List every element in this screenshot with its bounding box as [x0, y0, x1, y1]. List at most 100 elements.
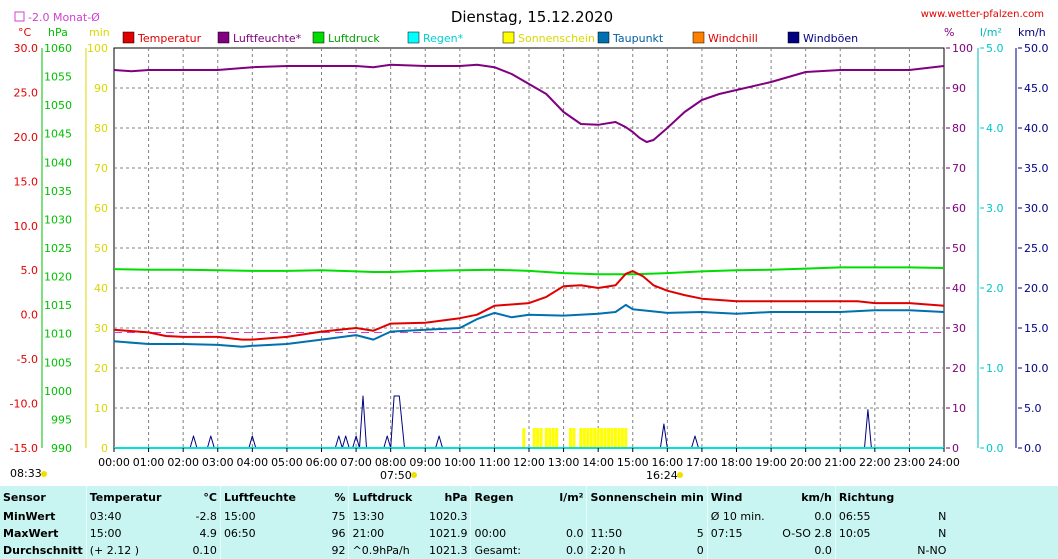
stats-table: Sensor Temperatur °C Luftfeuchte % Luftd…: [0, 486, 950, 559]
cell-sun-val: [658, 508, 707, 525]
pressure-axis-label: 1030: [44, 213, 72, 226]
rain-axis-label: 4.0: [986, 122, 1004, 135]
temp-axis-label: 25.0: [14, 86, 39, 99]
cell-temp-time: 15:00: [85, 525, 165, 542]
pressure-axis-label: 1060: [44, 42, 72, 55]
sunshine-bar: [555, 428, 559, 448]
cell-hum-val: 75: [331, 510, 346, 523]
plot-grid: [113, 47, 945, 449]
pressure-axis-label: 1005: [44, 356, 72, 369]
rain-axis-label: 5.0: [986, 42, 1004, 55]
sunset-time: 16:24: [646, 469, 678, 482]
stats-panel: Sensor Temperatur °C Luftfeuchte % Luftd…: [0, 486, 1058, 559]
sunshine-bar: [620, 428, 624, 448]
cell-rain-time: 00:00: [470, 525, 541, 542]
x-tick-label: 10:00: [444, 456, 476, 469]
month-avg-swatch: [14, 11, 25, 22]
sunrise-time: 07:50: [380, 469, 412, 482]
pressure-axis-label: 1045: [44, 128, 72, 141]
temp-axis-label: -15.0: [10, 442, 38, 455]
x-tick-label: 02:00: [167, 456, 199, 469]
cell-wind-val: 0.0: [814, 510, 832, 523]
hdr-rain: Regen: [470, 486, 541, 508]
unit-pressure: hPa: [48, 26, 68, 39]
row-label: MinWert: [3, 510, 56, 523]
wind-axis-label: 25.0: [1024, 242, 1049, 255]
temp-axis-label: 0.0: [21, 309, 39, 322]
x-tick-label: 08:00: [375, 456, 407, 469]
legend-windchill: Windchill: [692, 31, 758, 45]
cell-press-time: 21:00: [348, 525, 425, 542]
wind-axis-label: 20.0: [1024, 282, 1049, 295]
cell-hum-val: 92: [331, 544, 346, 557]
hdr-hum: Luftfeuchte: [219, 486, 299, 508]
cell-hum-val: 96: [331, 527, 346, 540]
x-tick-label: 04:00: [236, 456, 268, 469]
hdr-rain-unit: l/m²: [559, 490, 584, 504]
cell-hum-time: [219, 542, 299, 559]
cell-rain-time: Gesamt:: [470, 542, 541, 559]
temp-axis-label: 20.0: [14, 131, 39, 144]
cell-wind-time: Ø 10 min.: [706, 508, 780, 525]
cell-wind-val: O-SO 2.8: [782, 527, 832, 540]
sunshine-bar: [544, 428, 548, 448]
humidity-axis-label: 90: [952, 82, 966, 95]
sunshine-bar: [539, 428, 543, 448]
legend-luftfeuchte: Luftfeuchte*: [217, 31, 302, 45]
legend-windboeen: Windböen: [787, 31, 858, 45]
x-tick-label: 11:00: [479, 456, 511, 469]
corner-sun-icon: [41, 471, 47, 477]
chart-title: Dienstag, 15.12.2020: [451, 8, 613, 26]
sunshine-bar: [596, 428, 600, 448]
x-tick-label: 22:00: [859, 456, 891, 469]
x-tick-label: 24:00: [928, 456, 960, 469]
pressure-axis-label: 1035: [44, 185, 72, 198]
cell-hum-time: 06:50: [219, 525, 299, 542]
temp-axis-label: 10.0: [14, 220, 39, 233]
minutes-axis-label: 100: [87, 42, 108, 55]
humidity-axis-label: 50: [952, 242, 966, 255]
minutes-axis-label: 10: [94, 402, 108, 415]
site-link[interactable]: www.wetter-pfalzen.com: [921, 9, 1044, 20]
sunshine-bar: [607, 428, 611, 448]
x-tick-label: 18:00: [721, 456, 753, 469]
cell-press-val: 1021.9: [428, 527, 468, 540]
minutes-axis-label: 0: [101, 442, 108, 455]
minutes-axis-label: 60: [94, 202, 108, 215]
month-avg-label: -2.0 Monat-Ø: [28, 11, 100, 24]
series-pressure: [113, 266, 945, 276]
cell-rain-val: [541, 508, 587, 525]
site-link-text[interactable]: www.wetter-pfalzen.com: [921, 9, 1044, 20]
x-tick-label: 07:00: [340, 456, 372, 469]
stats-row-avg: Durchschnitt (+ 2.12 ) 0.10 92 ^0.9hPa/h…: [0, 542, 949, 559]
x-tick-label: 01:00: [133, 456, 165, 469]
cell-dir-time: 06:55: [834, 508, 906, 525]
humidity-axis-label: 0: [952, 442, 959, 455]
unit-temp: °C: [18, 26, 32, 39]
cell-temp-val: 0.10: [192, 544, 217, 557]
unit-minutes: min: [89, 26, 110, 39]
sunshine-bar: [624, 428, 628, 448]
cell-dir-time: [834, 542, 906, 559]
row-label: Durchschnitt: [3, 544, 83, 557]
wind-axis-label: 40.0: [1024, 122, 1049, 135]
sunset-icon: [677, 472, 683, 478]
pressure-axis-label: 1040: [44, 156, 72, 169]
pressure-axis-label: 995: [51, 413, 72, 426]
svg-text:Luftdruck: Luftdruck: [328, 32, 380, 45]
wind-axis-label: 35.0: [1024, 162, 1049, 175]
sunshine-bar: [522, 428, 526, 448]
cell-press-val: 1021.3: [428, 544, 468, 557]
hdr-wind-unit: km/h: [801, 490, 832, 504]
hdr-temp: Temperatur: [85, 486, 165, 508]
humidity-axis-label: 60: [952, 202, 966, 215]
pressure-axis-label: 1025: [44, 242, 72, 255]
stats-row-max: MaxWert 15:00 4.9 06:50 96 21:00 1021.9 …: [0, 525, 949, 542]
sunshine-bar: [613, 428, 617, 448]
svg-text:Luftfeuchte*: Luftfeuchte*: [233, 32, 302, 45]
temp-axis-label: 30.0: [14, 42, 39, 55]
cell-wind-time: 07:15: [706, 525, 780, 542]
hdr-sun: Sonnenschein min: [586, 486, 708, 508]
wind-axis-label: 0.0: [1024, 442, 1042, 455]
sunshine-bar: [603, 428, 607, 448]
